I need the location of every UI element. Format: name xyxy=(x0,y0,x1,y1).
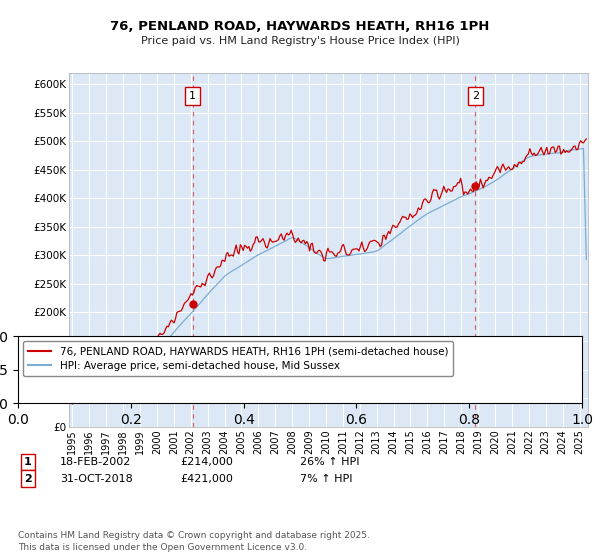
Text: Contains HM Land Registry data © Crown copyright and database right 2025.
This d: Contains HM Land Registry data © Crown c… xyxy=(18,531,370,552)
Text: 1: 1 xyxy=(189,91,196,101)
Text: £214,000: £214,000 xyxy=(180,457,233,467)
Text: 18-FEB-2002: 18-FEB-2002 xyxy=(60,457,131,467)
Text: 2: 2 xyxy=(472,91,479,101)
Text: 26% ↑ HPI: 26% ↑ HPI xyxy=(300,457,359,467)
Text: 2: 2 xyxy=(24,474,32,484)
Text: 1: 1 xyxy=(24,457,32,467)
Legend: 76, PENLAND ROAD, HAYWARDS HEATH, RH16 1PH (semi-detached house), HPI: Average p: 76, PENLAND ROAD, HAYWARDS HEATH, RH16 1… xyxy=(23,341,454,376)
Text: £421,000: £421,000 xyxy=(180,474,233,484)
Text: Price paid vs. HM Land Registry's House Price Index (HPI): Price paid vs. HM Land Registry's House … xyxy=(140,36,460,46)
Text: 76, PENLAND ROAD, HAYWARDS HEATH, RH16 1PH: 76, PENLAND ROAD, HAYWARDS HEATH, RH16 1… xyxy=(110,20,490,32)
Text: 31-OCT-2018: 31-OCT-2018 xyxy=(60,474,133,484)
Text: 7% ↑ HPI: 7% ↑ HPI xyxy=(300,474,353,484)
